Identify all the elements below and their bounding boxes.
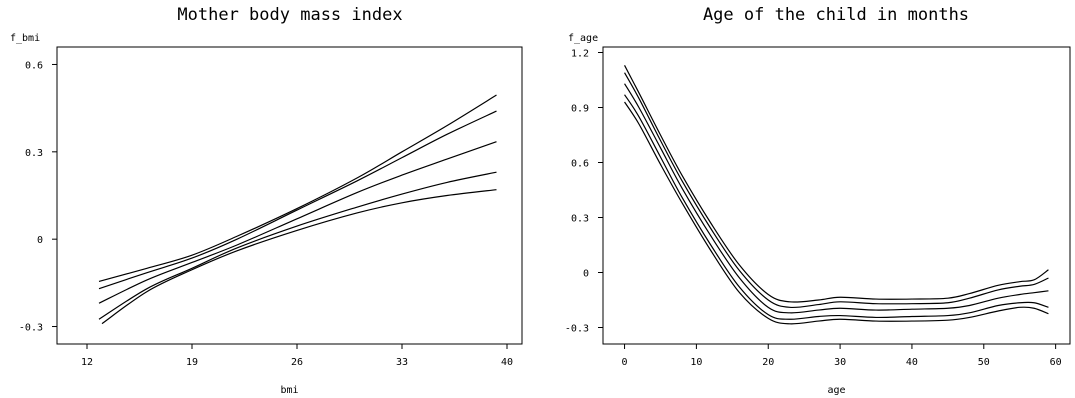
y-tick-label: 0 xyxy=(37,235,43,246)
y-axis-label: f_bmi xyxy=(10,33,40,44)
y-axis-label: f_age xyxy=(568,33,598,44)
x-axis-label: bmi xyxy=(280,385,298,396)
chart-title: Age of the child in months xyxy=(703,5,969,25)
x-tick-label: 26 xyxy=(291,357,303,368)
chart-title: Mother body mass index xyxy=(177,5,402,25)
series-line-4 xyxy=(98,110,497,290)
y-tick-label: 0.3 xyxy=(25,148,43,159)
x-axis-label: age xyxy=(827,385,845,396)
y-tick-label: 0.6 xyxy=(571,159,589,170)
series-line-3 xyxy=(98,141,497,304)
series-line-5 xyxy=(624,101,1049,325)
y-tick-label: -0.3 xyxy=(19,323,43,334)
series-line-4 xyxy=(624,94,1049,320)
y-tick-label: 0 xyxy=(583,269,589,280)
y-tick-label: 0.6 xyxy=(25,60,43,71)
y-tick-label: 1.2 xyxy=(571,49,589,60)
x-tick-label: 40 xyxy=(906,357,918,368)
y-tick-label: 0.3 xyxy=(571,214,589,225)
series-line-2 xyxy=(98,171,497,320)
x-tick-label: 12 xyxy=(81,357,93,368)
y-tick-label: 0.9 xyxy=(571,104,589,115)
y-tick-label: -0.3 xyxy=(565,324,589,335)
x-tick-label: 20 xyxy=(762,357,774,368)
x-tick-label: 40 xyxy=(501,357,513,368)
x-tick-label: 30 xyxy=(834,357,846,368)
x-tick-label: 50 xyxy=(978,357,990,368)
series-line-3 xyxy=(624,83,1049,314)
series-line-1 xyxy=(101,189,497,325)
x-tick-label: 60 xyxy=(1050,357,1062,368)
series-line-2 xyxy=(624,72,1049,309)
plot-frame xyxy=(602,46,1071,345)
x-tick-label: 10 xyxy=(690,357,702,368)
x-tick-label: 33 xyxy=(396,357,408,368)
x-tick-label: 0 xyxy=(622,357,628,368)
series-line-1 xyxy=(624,65,1049,303)
plot-frame xyxy=(56,46,523,345)
series-line-5 xyxy=(98,94,497,282)
x-tick-label: 19 xyxy=(186,357,198,368)
